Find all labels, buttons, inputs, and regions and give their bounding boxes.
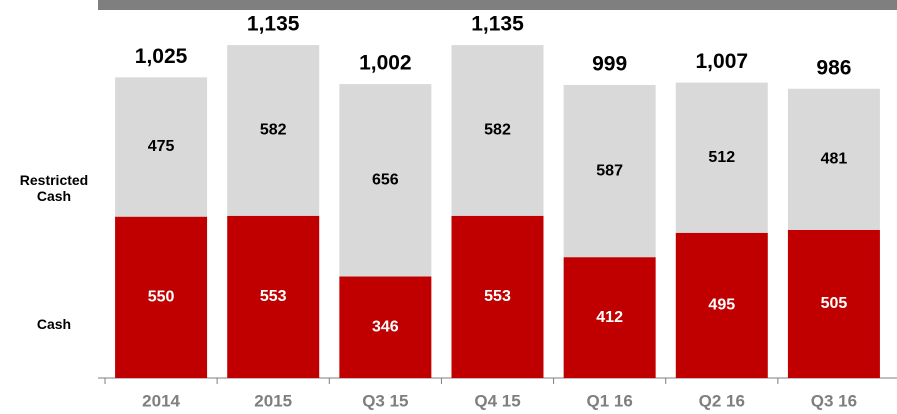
data-label: 582 (260, 122, 287, 139)
x-tick-label: Q4 15 (474, 391, 520, 410)
bar-segment (451, 45, 544, 216)
data-label: 587 (596, 162, 623, 179)
bar-segment (787, 229, 880, 378)
total-label: 1,025 (135, 45, 188, 68)
data-label: 553 (484, 288, 511, 305)
x-tick-label: Q2 16 (699, 391, 745, 410)
data-label: 550 (148, 289, 175, 306)
bar-segment (787, 88, 880, 230)
legend-label: Cash (36, 316, 72, 332)
bar-segment (675, 232, 768, 378)
data-label: 512 (708, 149, 735, 166)
data-label: 481 (821, 151, 848, 168)
header-bar (98, 0, 897, 10)
bar-segment (339, 84, 432, 277)
legend-label: Restricted Cash (19, 172, 89, 204)
data-label: 656 (372, 172, 399, 189)
total-label: 1,135 (247, 13, 300, 36)
bar-segment (115, 77, 208, 217)
x-tick-label: Q3 15 (362, 391, 408, 410)
total-label: 1,007 (696, 50, 749, 73)
x-tick-label: Q3 16 (811, 391, 857, 410)
bar-segment (451, 215, 544, 378)
data-label: 505 (821, 295, 848, 312)
x-tick-label: 2014 (142, 391, 180, 410)
bar-segment (115, 216, 208, 378)
bar-segment (339, 276, 432, 378)
total-label: 986 (816, 56, 851, 79)
total-label: 999 (592, 53, 627, 76)
bar-segment (563, 84, 656, 258)
bar-segment (563, 257, 656, 378)
bar-segment (227, 215, 320, 378)
bar-segment (227, 45, 320, 216)
data-label: 582 (484, 122, 511, 139)
x-tick-label: Q1 16 (586, 391, 632, 410)
data-label: 412 (596, 309, 623, 326)
data-label: 475 (148, 138, 175, 155)
data-label: 346 (372, 318, 399, 335)
bar-segment (675, 82, 768, 233)
total-label: 1,135 (471, 13, 524, 36)
data-label: 495 (708, 297, 735, 314)
total-label: 1,002 (359, 52, 412, 75)
x-tick-label: 2015 (254, 391, 292, 410)
data-label: 553 (260, 288, 287, 305)
